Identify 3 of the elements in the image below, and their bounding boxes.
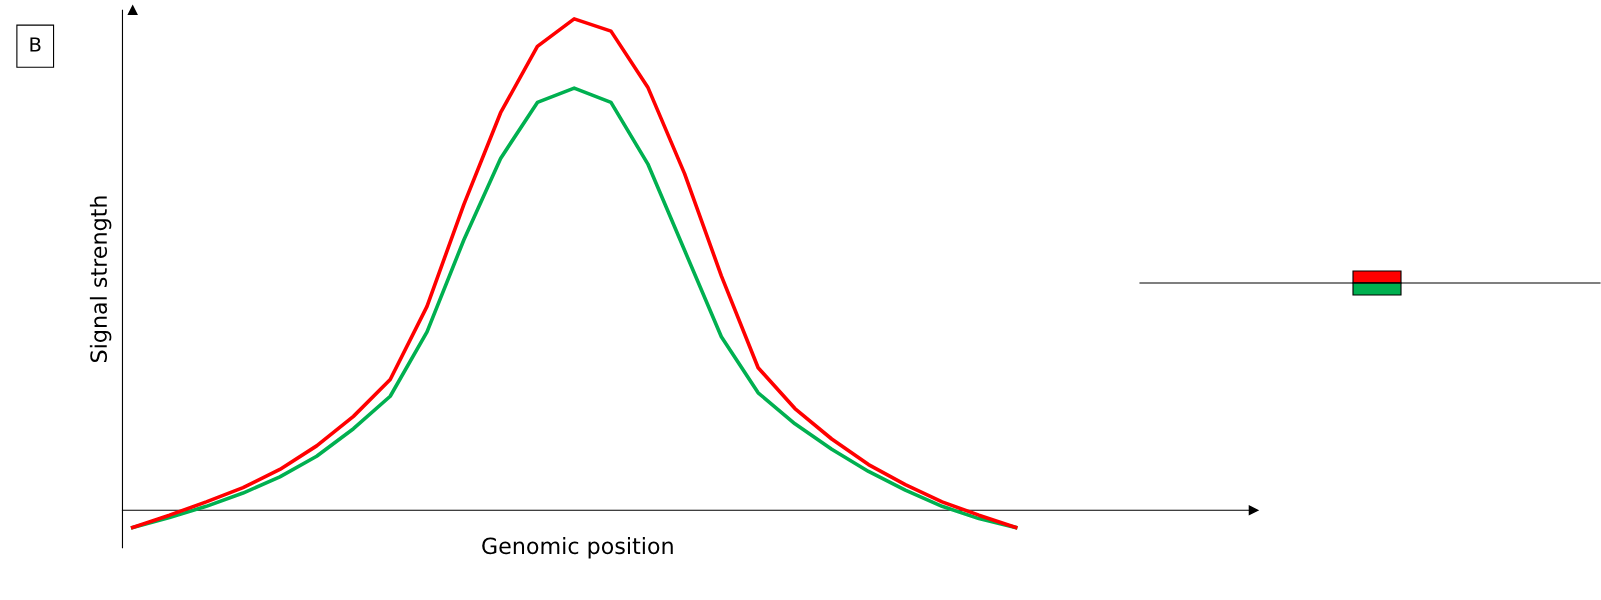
y-axis-title: Signal strength xyxy=(89,196,112,362)
x-axis-title: Genomic position xyxy=(482,537,673,559)
text: B xyxy=(30,37,41,52)
